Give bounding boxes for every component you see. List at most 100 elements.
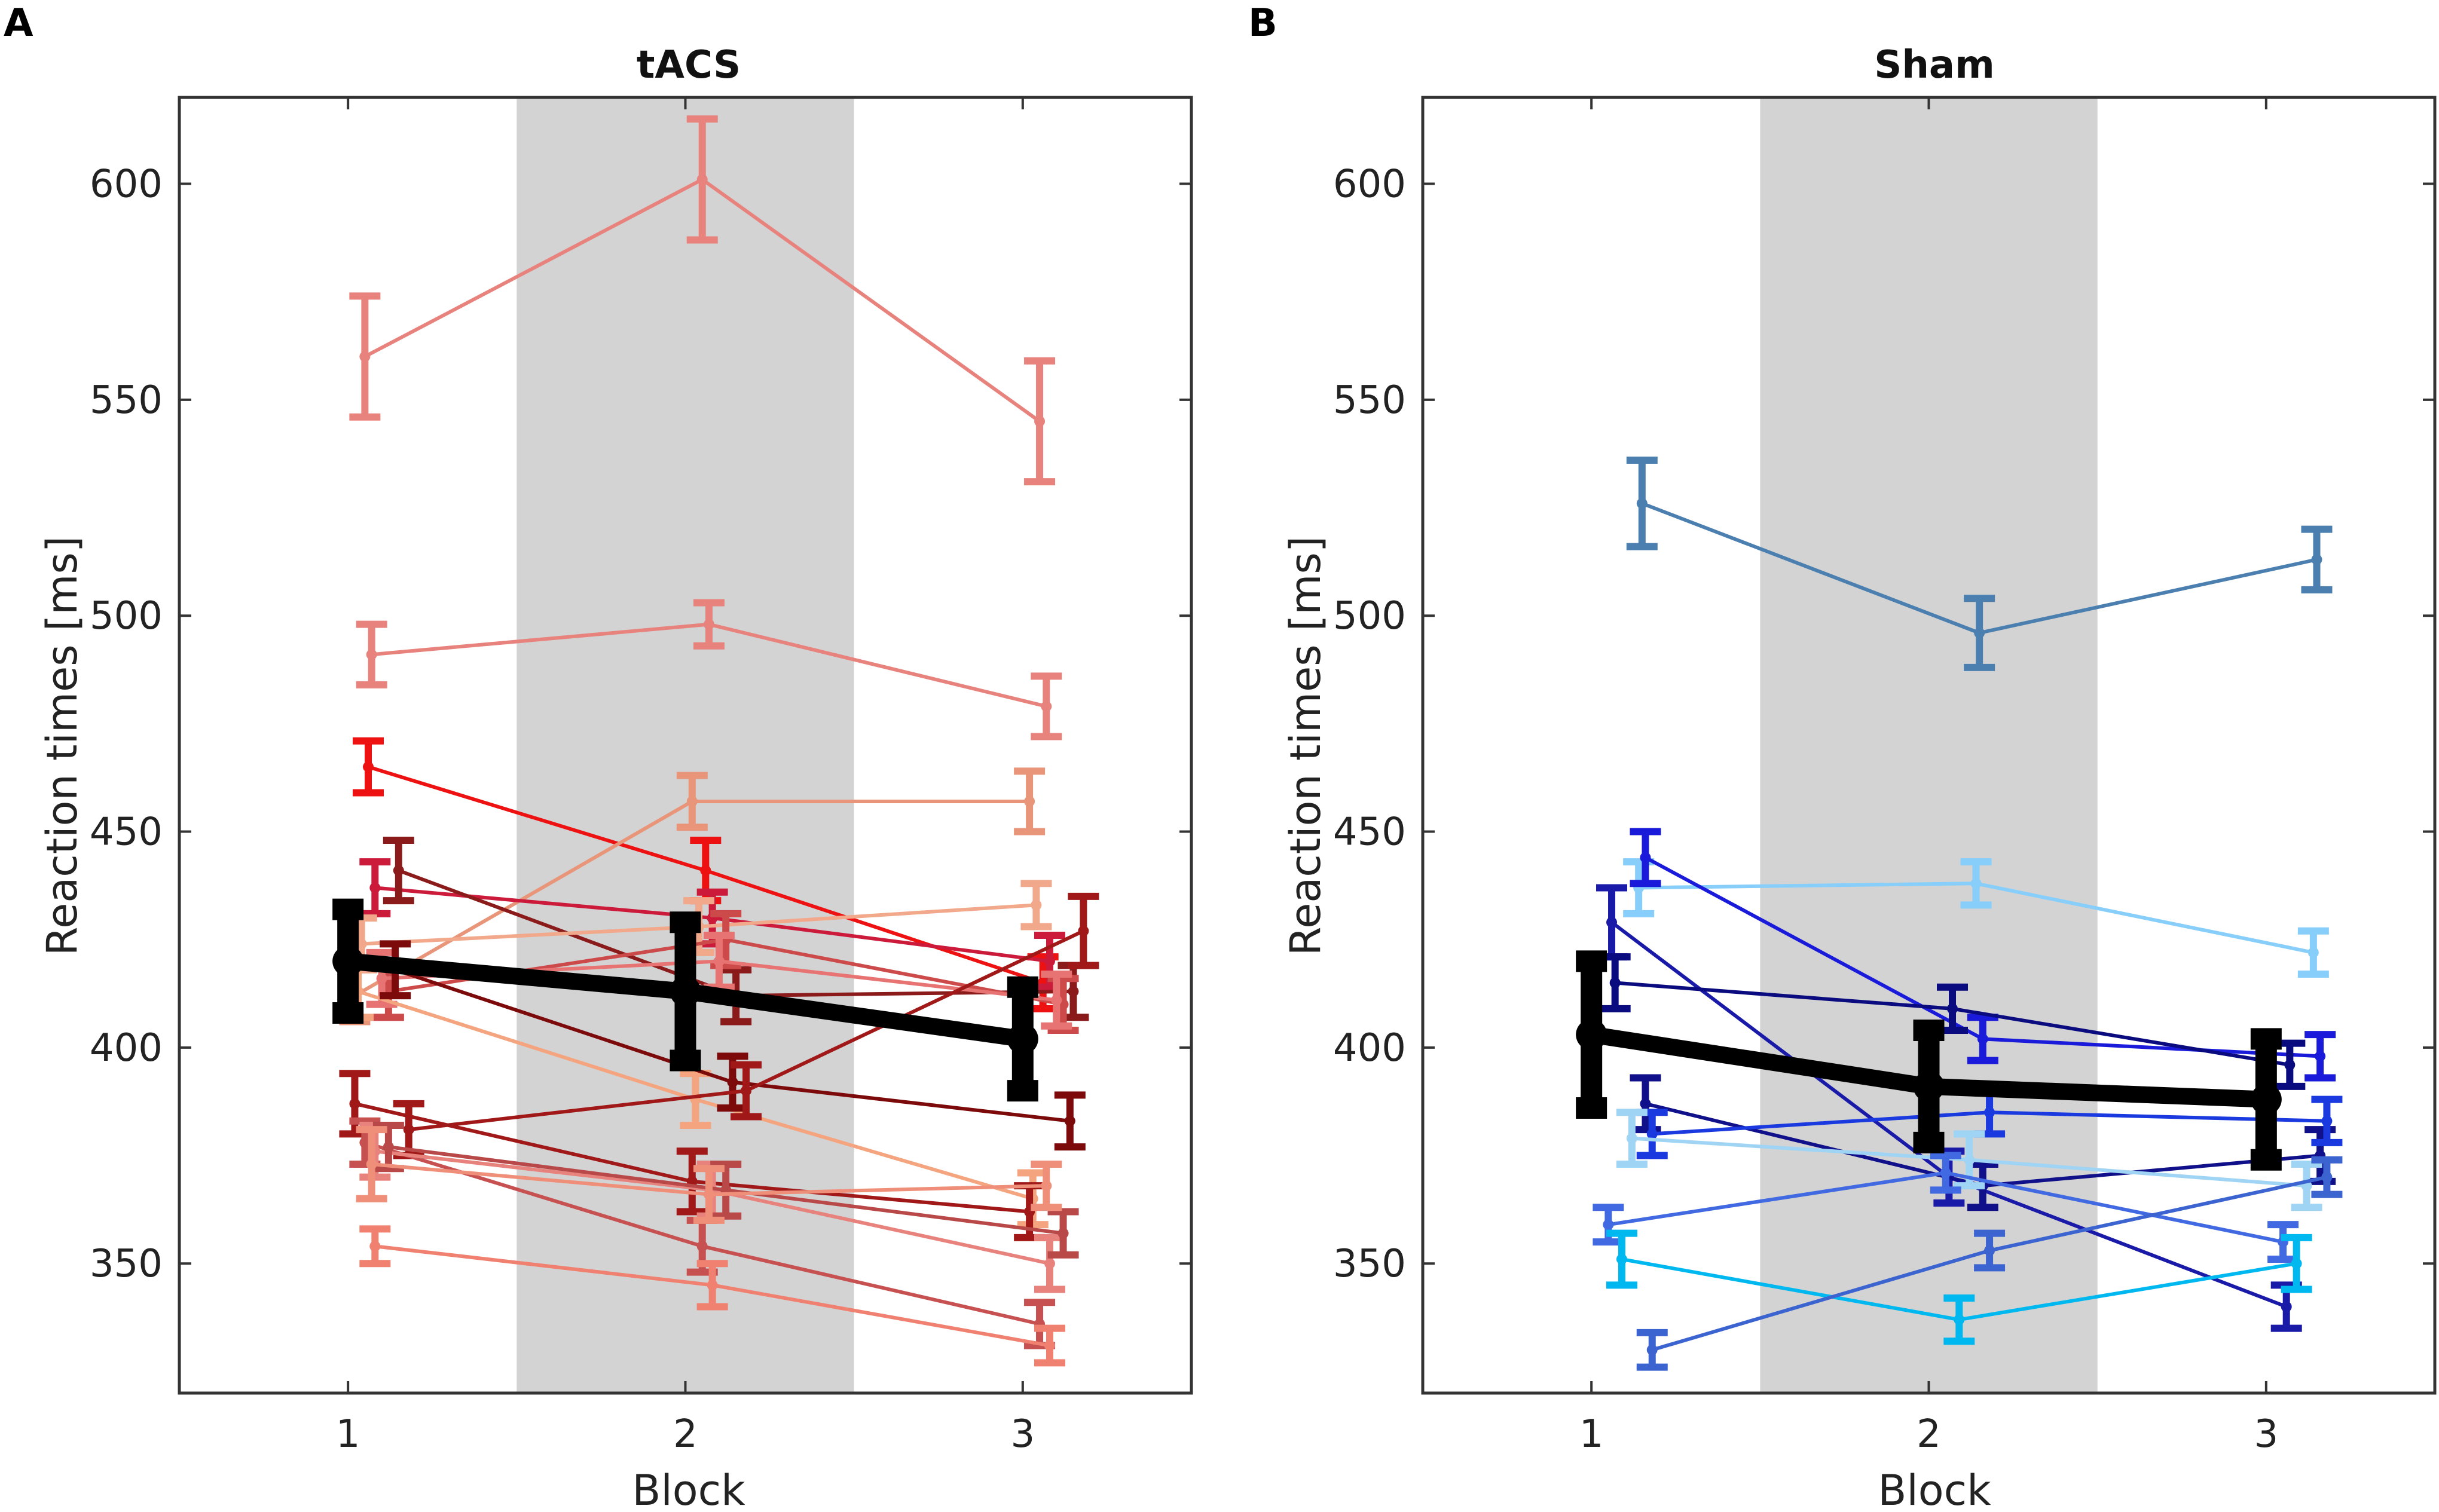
subject-point <box>704 619 715 630</box>
subject-point <box>1984 1245 1995 1256</box>
subject-point <box>1954 1314 1965 1326</box>
y-tick-label: 400 <box>1333 1026 1406 1070</box>
subject-point <box>403 1124 414 1135</box>
y-tick-label: 550 <box>1333 378 1406 423</box>
subject-point <box>359 1137 371 1148</box>
subject-point <box>1051 994 1062 1006</box>
subject-point <box>1057 1228 1069 1239</box>
subject-point <box>1064 1115 1075 1127</box>
subject-point <box>1970 878 1982 889</box>
subject-point <box>696 174 708 185</box>
subject-point <box>1044 956 1055 967</box>
subject-point <box>696 1241 708 1252</box>
y-tick-label: 600 <box>90 163 163 207</box>
subject-point <box>741 1085 752 1097</box>
subject-point <box>393 865 404 876</box>
subject-point <box>369 1241 381 1252</box>
tick-group: 1 2 3 350 400 450 500 550 600 <box>90 97 1191 1456</box>
subject-point <box>383 1141 394 1153</box>
chart-title: Sham <box>1874 43 1995 87</box>
subject-point <box>366 649 377 660</box>
x-tick-label: 3 <box>2254 1412 2278 1456</box>
group-mean-point <box>670 975 701 1007</box>
x-axis-label: Block <box>632 1466 745 1512</box>
subject-point <box>1640 1098 1651 1109</box>
subject-point <box>2321 1115 2333 1127</box>
subject-point <box>359 351 371 362</box>
y-tick-label: 500 <box>90 594 163 638</box>
subject-point <box>2307 947 2319 958</box>
subject-point <box>1024 795 1035 807</box>
subject-point <box>1964 1154 1975 1165</box>
y-tick-label: 500 <box>1333 594 1406 638</box>
panel-sham: B Sham 1 2 3 350 400 450 500 550 600 Block React… <box>1248 1 2437 1512</box>
subject-point <box>1031 899 1042 911</box>
data-marks <box>1576 457 2343 1371</box>
subject-point <box>713 956 725 967</box>
subject-point <box>376 973 387 984</box>
subject-point <box>704 1189 715 1200</box>
subject-point <box>1940 1167 1951 1179</box>
subject-point <box>2311 554 2322 565</box>
subject-point <box>1636 498 1648 509</box>
subject-point <box>1646 1128 1658 1140</box>
shaded-region <box>1760 97 2098 1393</box>
subject-point <box>2284 1059 2296 1070</box>
x-axis-label: Block <box>1878 1466 1991 1512</box>
x-tick-label: 2 <box>673 1412 698 1456</box>
subject-point <box>1977 1033 1988 1045</box>
subject-point <box>1078 925 1089 936</box>
subject-point <box>1616 1253 1627 1265</box>
subject-point <box>1044 1258 1055 1269</box>
subject-point <box>1034 416 1046 427</box>
subject-point <box>349 1098 360 1109</box>
subject-point <box>686 795 698 807</box>
shaded-region <box>516 97 854 1393</box>
panel-letter: A <box>4 1 33 45</box>
subject-point <box>369 882 381 893</box>
y-tick-label: 450 <box>1333 810 1406 855</box>
subject-point <box>1646 1344 1658 1355</box>
group-mean-point <box>2250 1084 2282 1115</box>
subject-point <box>2281 1301 2292 1312</box>
subject-point <box>700 865 711 876</box>
group-mean-point <box>1576 1019 1607 1051</box>
subject-point <box>366 1158 377 1170</box>
y-tick-label: 550 <box>90 378 163 423</box>
x-tick-label: 3 <box>1010 1412 1035 1456</box>
subject-point <box>1609 977 1621 988</box>
y-axis-label: Reaction times [ms] <box>1281 536 1330 956</box>
subject-point <box>2321 1171 2333 1183</box>
subject-point <box>707 1280 718 1291</box>
group-mean-point <box>1913 1070 1945 1102</box>
y-tick-label: 600 <box>1333 163 1406 207</box>
subject-point <box>1984 1107 1995 1118</box>
group-mean-point <box>332 945 364 977</box>
x-tick-label: 2 <box>1917 1412 1941 1456</box>
subject-point <box>1640 852 1651 863</box>
group-mean-point <box>1007 1023 1038 1055</box>
subject-point <box>2291 1258 2302 1269</box>
y-axis-label: Reaction times [ms] <box>38 536 87 956</box>
subject-point <box>1974 628 1985 639</box>
subject-point <box>1606 917 1618 928</box>
y-tick-label: 400 <box>90 1026 163 1070</box>
y-tick-label: 350 <box>1333 1242 1406 1286</box>
subject-point <box>1626 1133 1637 1144</box>
subject-point <box>1044 1340 1055 1351</box>
subject-point <box>1947 1003 1958 1014</box>
x-tick-label: 1 <box>1579 1412 1604 1456</box>
panel-tacs: A tACS 1 2 3 350 400 450 500 550 600 Block React… <box>4 1 1193 1512</box>
subject-point <box>363 761 374 773</box>
subject-point <box>1068 985 1079 997</box>
subject-point <box>727 1076 738 1088</box>
tick-group: 1 2 3 350 400 450 500 550 600 <box>1333 97 2435 1456</box>
y-tick-label: 450 <box>90 810 163 855</box>
subject-point <box>2315 1051 2326 1062</box>
panel-letter: B <box>1248 1 1277 45</box>
chart-title: tACS <box>637 43 741 87</box>
subject-point <box>1041 1180 1052 1192</box>
x-tick-label: 1 <box>336 1412 360 1456</box>
subject-point <box>356 938 367 950</box>
